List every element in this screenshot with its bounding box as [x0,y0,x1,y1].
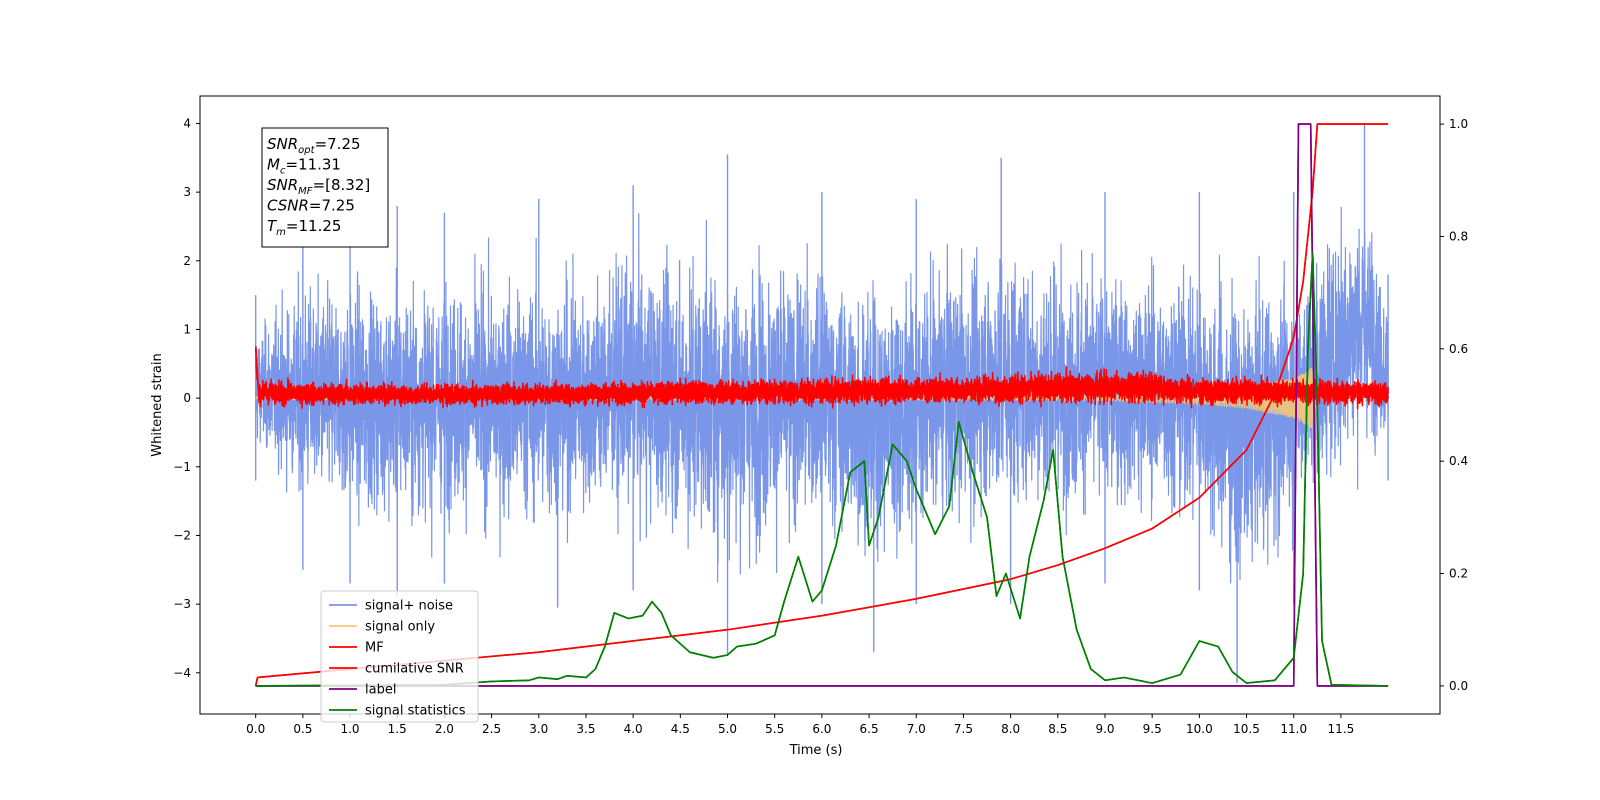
x-tick-label: 2.0 [435,722,454,736]
x-tick-label: 10.0 [1186,722,1213,736]
y-tick-label: 1 [183,322,191,336]
y-axis-label: Whitened strain [150,353,165,456]
plot-frame [199,95,1441,715]
x-tick-label: 11.5 [1328,722,1355,736]
legend: signal+ noise signal only MF cumilative SNR… [320,590,479,723]
x-tick-label: 3.0 [529,722,548,736]
annotation-line: Tm=11.25 [267,217,341,238]
axes-layer: 0.0 0.5 1.0 1.5 2.0 2.5 3.0 3.5 4.0 4.5 5.0 5.5 6.0 6… [173,116,1468,736]
y2-tick-label: 0.8 [1449,229,1468,243]
y-tick-label: −3 [173,597,191,611]
legend-label: label [365,683,396,698]
x-tick-label: 8.0 [1001,722,1020,736]
x-tick-label: 7.5 [954,722,973,736]
x-tick-label: 6.0 [812,722,831,736]
y-tick-label: −1 [173,460,191,474]
x-axis-label: Time (s) [789,743,843,758]
y-tick-label: 3 [183,185,191,199]
x-tick-label: 9.5 [1143,722,1162,736]
y-tick-label: −2 [173,528,191,542]
y2-tick-label: 0.4 [1449,454,1468,468]
annotation-frame [261,127,389,248]
series-layer [254,123,1389,687]
y-tick-label: 4 [183,116,191,130]
y-tick-label: 0 [183,391,191,405]
x-tick-label: 7.0 [907,722,926,736]
y2-tick-label: 0.0 [1449,679,1468,693]
annotation-line: Mc=11.31 [267,156,341,177]
legend-label: MF [365,641,384,656]
x-tick-label: 6.5 [860,722,879,736]
annotation-line: SNRMF=[8.32] [267,176,370,197]
x-tick-label: 3.5 [576,722,595,736]
x-tick-label: 4.5 [671,722,690,736]
legend-frame [320,590,479,723]
x-tick-label: 8.5 [1048,722,1067,736]
x-tick-label: 5.0 [718,722,737,736]
y2-tick-label: 1.0 [1449,117,1468,131]
x-tick-label: 4.0 [624,722,643,736]
y-tick-label: −4 [173,666,191,680]
x-tick-label: 11.0 [1280,722,1307,736]
annotation-line: SNRopt=7.25 [267,135,361,156]
series-signal-statistics-top [255,252,1389,687]
legend-label: signal+ noise [365,599,453,614]
annotation-box: SNRopt=7.25Mc=11.31SNRMF=[8.32]CSNR=7.25… [261,127,389,248]
x-tick-label: 1.0 [340,722,359,736]
x-tick-label: 2.5 [482,722,501,736]
x-tick-label: 1.5 [388,722,407,736]
y2-tick-label: 0.2 [1449,567,1468,581]
x-tick-label: 9.0 [1095,722,1114,736]
x-tick-label: 0.5 [293,722,312,736]
y-tick-label: 2 [183,254,191,268]
annotation-line: CSNR=7.25 [267,197,355,215]
legend-label: signal statistics [365,704,466,719]
x-tick-label: 5.5 [765,722,784,736]
y2-tick-label: 0.6 [1449,342,1468,356]
series-mf-overlay [254,347,1389,409]
x-tick-label: 0.0 [246,722,265,736]
legend-label: signal only [365,620,435,635]
x-tick-label: 10.5 [1233,722,1260,736]
series-label-top [255,123,1389,687]
legend-label: cumilative SNR [365,662,464,677]
